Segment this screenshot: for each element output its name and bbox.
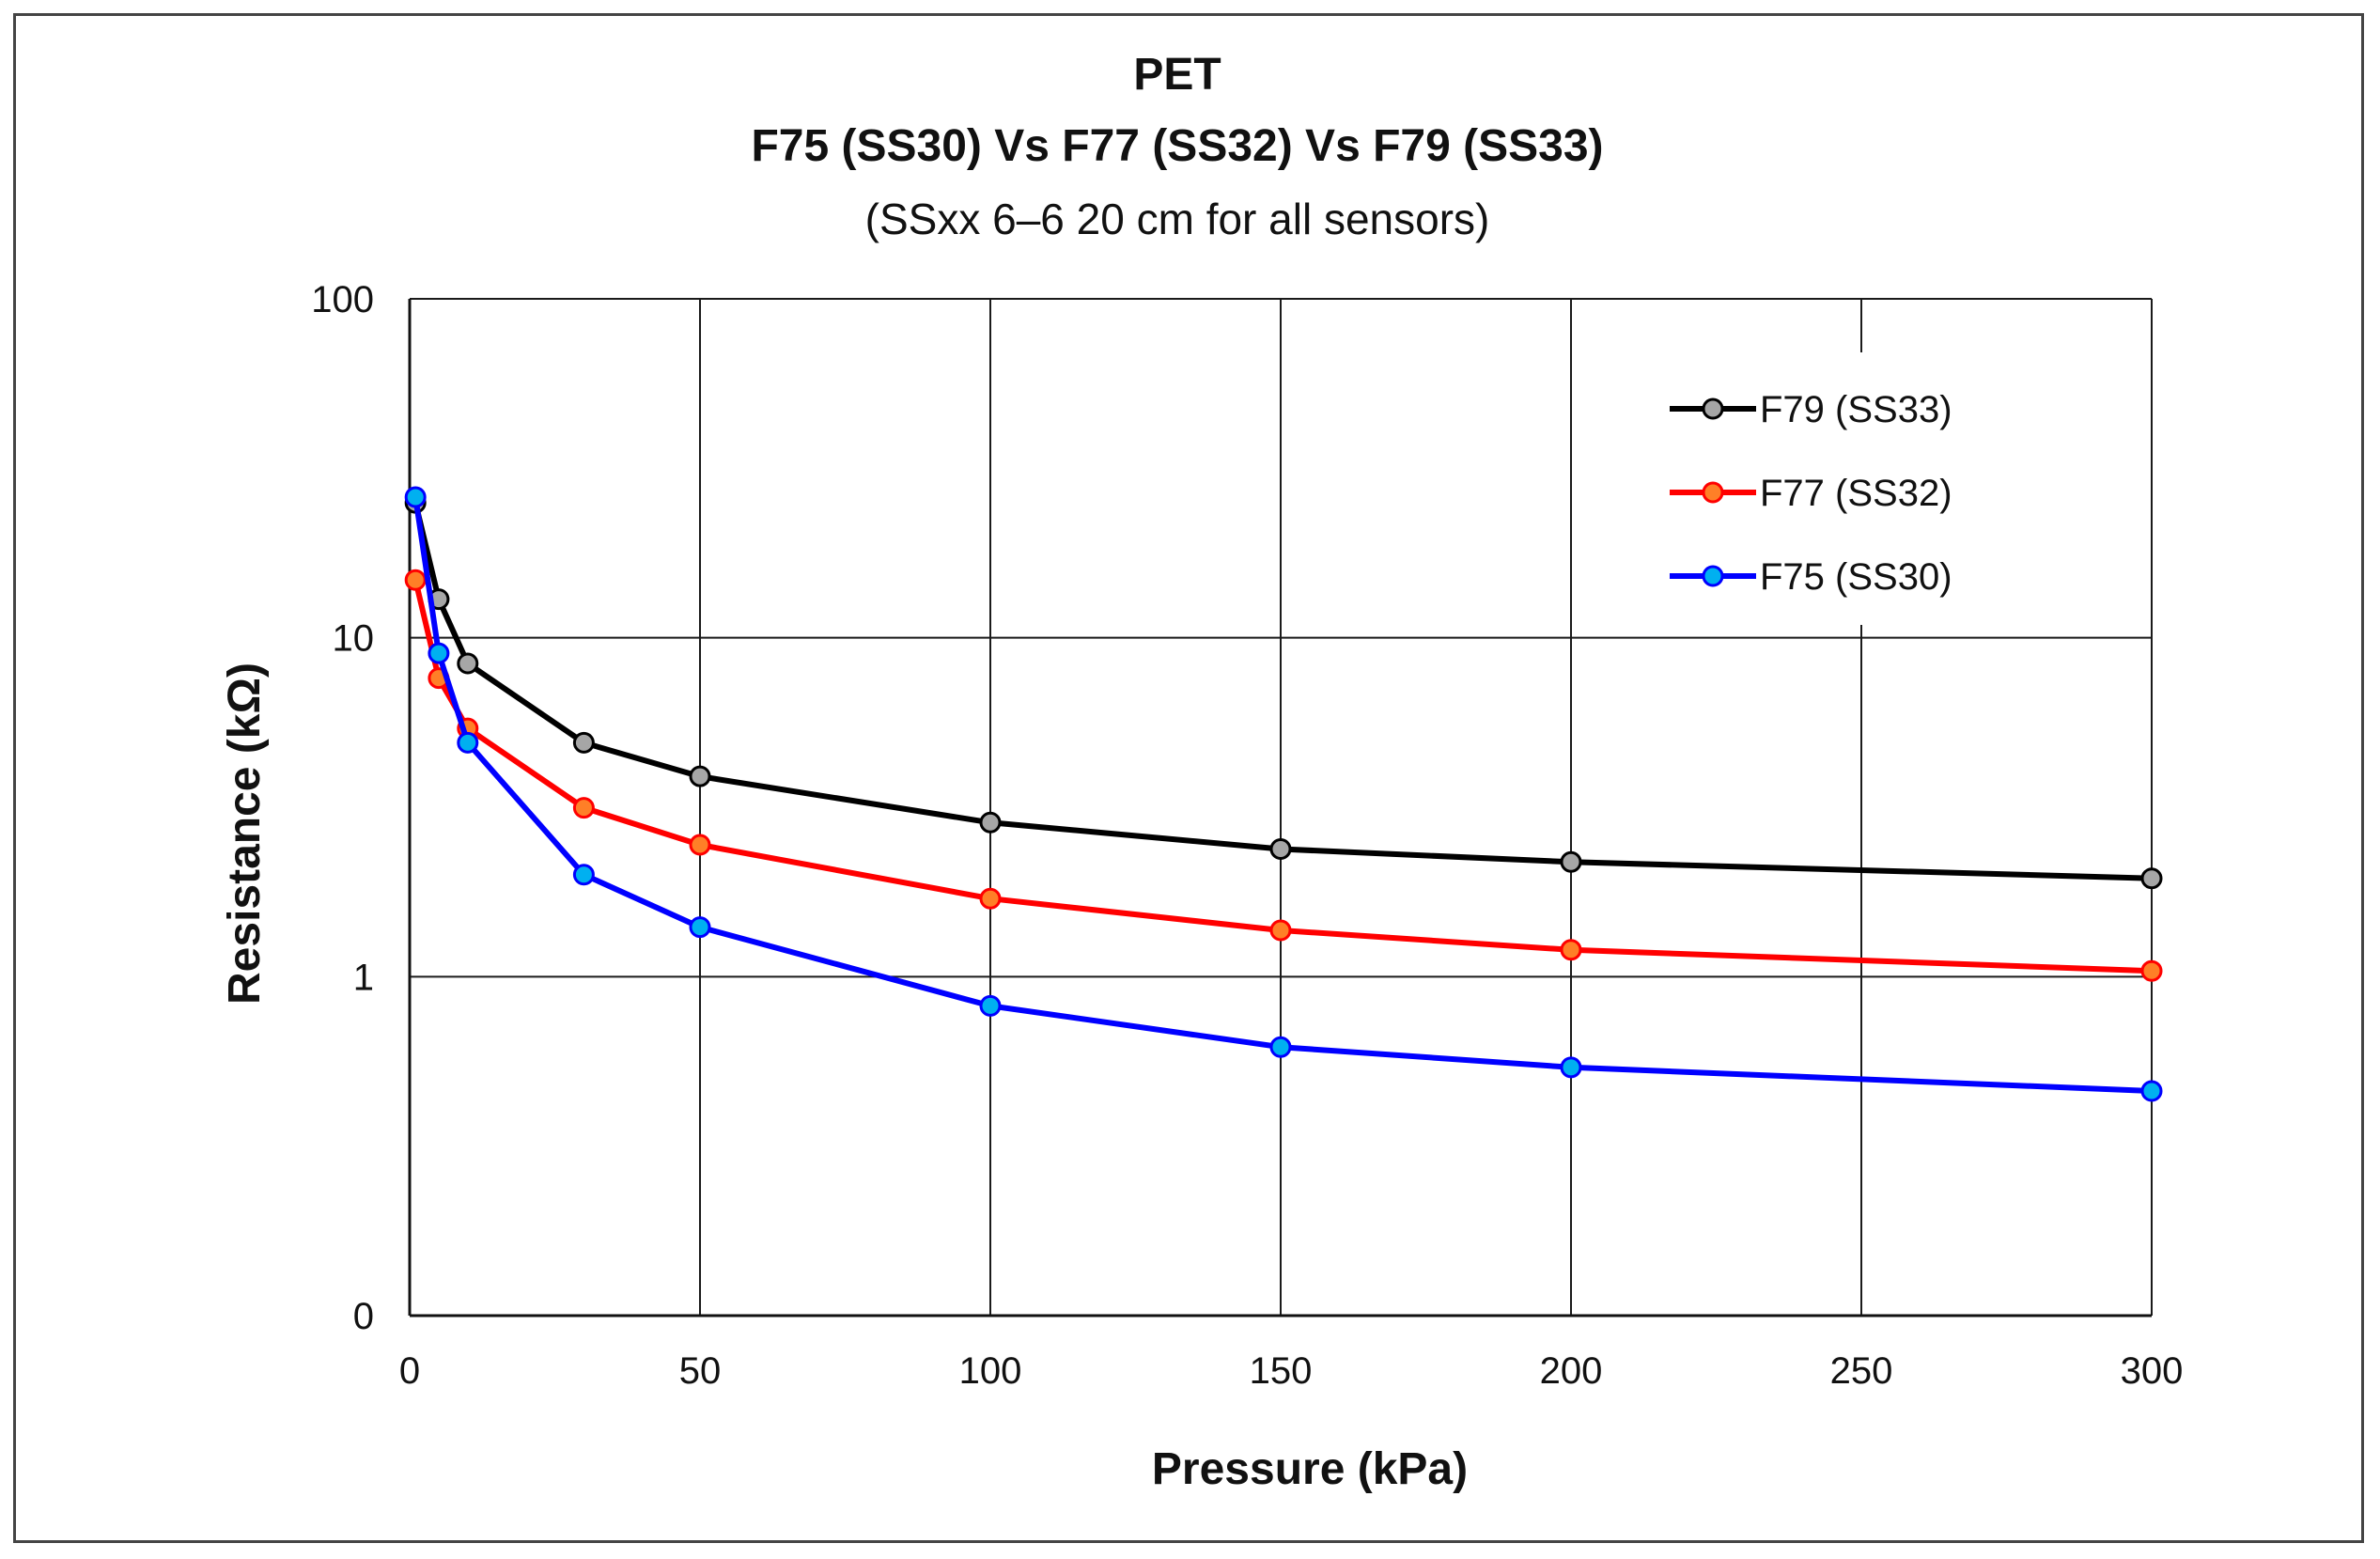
x-tick-label: 100 [959, 1350, 1022, 1392]
y-tick-label: 100 [311, 279, 374, 320]
data-point [428, 642, 450, 664]
x-tick-label: 50 [679, 1350, 722, 1392]
data-point [1269, 919, 1292, 942]
y-axis-label: Resistance (kΩ) [220, 663, 270, 1005]
x-tick-label: 150 [1250, 1350, 1313, 1392]
y-tick-label: 10 [333, 618, 375, 660]
grid-layer [410, 298, 2153, 1316]
data-point [457, 652, 479, 675]
series-layer [404, 486, 2163, 1102]
legend-marker [1702, 481, 1724, 504]
data-point [1560, 850, 1582, 873]
chart-subtitle: F75 (SS30) Vs F77 (SS32) Vs F79 (SS33) [751, 121, 1603, 171]
data-point [404, 486, 427, 508]
chart-canvas: 0 50 100 150 200 250 300 0 1 10 100 F79 (SS33) F77 … [220, 50, 2183, 1494]
series-line-1 [412, 579, 2153, 974]
x-tick-label: 300 [2121, 1350, 2184, 1392]
legend-marker [1702, 565, 1724, 587]
axis-layer: 0 50 100 150 200 250 300 0 1 10 100 [311, 279, 2183, 1392]
data-point [1269, 838, 1292, 861]
data-point [689, 916, 711, 939]
data-point [572, 797, 595, 819]
data-point [689, 765, 711, 787]
y-tick-label: 0 [353, 1296, 374, 1337]
chart-note: (SSxx 6–6 20 cm for all sensors) [865, 195, 1490, 243]
legend-label: F75 (SS30) [1760, 556, 1952, 598]
data-point [2140, 959, 2163, 982]
data-point [572, 731, 595, 754]
legend: F79 (SS33) F77 (SS32) F75 (SS30) [1649, 352, 2008, 625]
data-point [1269, 1036, 1292, 1058]
data-point [572, 864, 595, 886]
data-point [457, 731, 479, 754]
x-tick-label: 250 [1830, 1350, 1893, 1392]
x-tick-label: 0 [399, 1350, 420, 1392]
x-tick-label: 200 [1540, 1350, 1603, 1392]
data-point [979, 811, 1002, 834]
legend-label: F77 (SS32) [1760, 473, 1952, 514]
data-point [2140, 867, 2163, 890]
chart-frame: 0 50 100 150 200 250 300 0 1 10 100 F79 (SS33) F77 … [13, 13, 2364, 1543]
y-tick-label: 1 [353, 957, 374, 998]
legend-label: F79 (SS33) [1760, 389, 1952, 430]
data-point [1560, 939, 1582, 961]
data-point [689, 834, 711, 856]
data-point [2140, 1080, 2163, 1102]
data-point [979, 994, 1002, 1017]
data-point [979, 887, 1002, 910]
legend-marker [1702, 398, 1724, 420]
chart-title: PET [1133, 50, 1221, 100]
data-point [404, 569, 427, 591]
data-point [1560, 1056, 1582, 1079]
x-axis-label: Pressure (kPa) [1152, 1444, 1468, 1494]
